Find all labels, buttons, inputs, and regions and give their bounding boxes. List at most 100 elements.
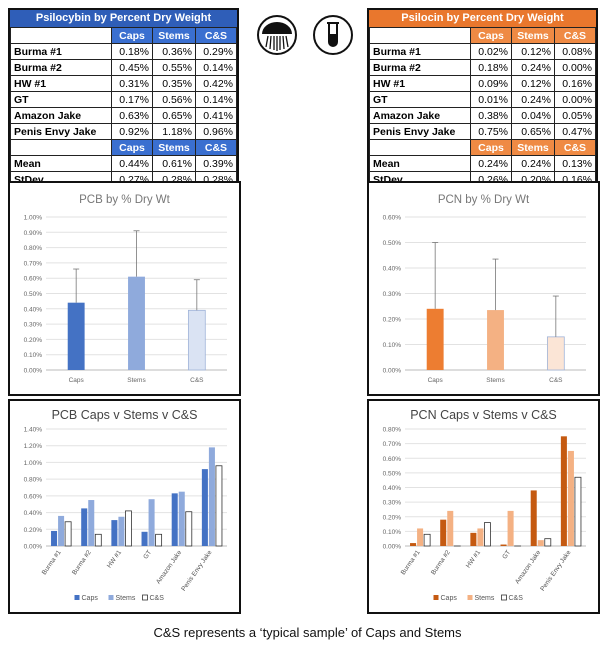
y-tick-label: 0.40% [383, 266, 402, 273]
column-header: Caps [110, 27, 154, 44]
x-tick-label: Stems [127, 377, 146, 384]
x-tick-label: GT [501, 549, 512, 560]
column-header: C&S [194, 139, 238, 156]
legend-label: Caps [82, 595, 99, 602]
test-tube-logo-icon [313, 15, 353, 55]
table-cell: 0.31% [110, 75, 154, 92]
table-cell: 0.17% [110, 91, 154, 108]
y-tick-label: 0.50% [24, 291, 43, 298]
row-label: Burma #2 [369, 59, 471, 76]
chart-title: PCN by % Dry Wt [438, 194, 530, 206]
y-tick-label: 1.00% [24, 460, 43, 467]
table-row: GT 0.17% 0.56% 0.14% [10, 91, 238, 108]
y-tick-label: 1.40% [24, 427, 43, 434]
bar [125, 510, 132, 547]
table-row: Burma #1 0.18% 0.36% 0.29% [10, 43, 238, 60]
bar [500, 544, 507, 546]
table-row: HW #1 0.09% 0.12% 0.16% [369, 75, 597, 92]
table-cell: 0.00% [553, 59, 597, 76]
row-label: HW #1 [10, 75, 112, 92]
table-cell: 0.16% [553, 75, 597, 92]
column-header: Caps [469, 27, 513, 44]
table-row: Amazon Jake 0.63% 0.65% 0.41% [10, 107, 238, 124]
table-cell: 0.55% [152, 59, 196, 76]
legend-swatch [142, 594, 148, 601]
bar [118, 516, 125, 546]
row-label: Penis Envy Jake [10, 123, 112, 140]
table-cell: 0.24% [511, 59, 555, 76]
bar [417, 528, 424, 546]
y-tick-label: 0.30% [383, 291, 402, 298]
y-tick-label: 0.00% [24, 544, 43, 551]
y-tick-label: 0.70% [383, 441, 402, 448]
table-cell: 1.18% [152, 123, 196, 140]
bar [537, 540, 544, 546]
bar [530, 490, 537, 546]
y-tick-label: 0.20% [383, 514, 402, 521]
table-cell: 0.65% [152, 107, 196, 124]
table-header-row: Caps Stems C&S [369, 27, 597, 44]
legend-label: C&S [150, 595, 165, 602]
legend-swatch [74, 595, 80, 600]
y-tick-label: 0.60% [383, 456, 402, 463]
y-tick-label: 1.00% [24, 215, 43, 222]
bar [546, 336, 565, 371]
y-tick-label: 0.80% [24, 477, 43, 484]
bar [94, 533, 102, 547]
y-tick-label: 0.50% [383, 240, 402, 247]
table-header-row: Caps Stems C&S [10, 27, 238, 44]
y-tick-label: 0.80% [24, 245, 43, 252]
table-cell: 0.35% [152, 75, 196, 92]
table-cell: 0.08% [553, 43, 597, 60]
table-row: Penis Envy Jake 0.92% 1.18% 0.96% [10, 123, 238, 140]
row-label: Burma #2 [10, 59, 112, 76]
row-label: Mean [369, 155, 471, 172]
column-header: C&S [553, 27, 597, 44]
table-cell: 0.65% [511, 123, 555, 140]
x-tick-label: C&S [549, 377, 563, 384]
bar [187, 309, 206, 371]
y-tick-label: 0.80% [383, 427, 402, 434]
bar [470, 532, 477, 546]
column-header: Caps [110, 139, 154, 156]
table-row: Amazon Jake 0.38% 0.04% 0.05% [369, 107, 597, 124]
pcb-mean-chart: PCB by % Dry Wt 0.00% 0.10% 0.20% 0.30% 0.40%… [8, 181, 241, 396]
table-cell: 0.12% [511, 43, 555, 60]
y-tick-label: 0.50% [383, 470, 402, 477]
row-label: Penis Envy Jake [369, 123, 471, 140]
table-cell: 0.04% [511, 107, 555, 124]
y-tick-label: 0.40% [24, 306, 43, 313]
y-tick-label: 0.00% [24, 368, 43, 375]
legend-label: Caps [441, 595, 458, 602]
bar [423, 533, 431, 547]
y-tick-label: 0.70% [24, 260, 43, 267]
y-tick-label: 0.60% [24, 493, 43, 500]
bar [574, 476, 582, 547]
y-tick-label: 0.90% [24, 230, 43, 237]
row-label: HW #1 [369, 75, 471, 92]
bar [111, 520, 118, 546]
psilocybin-table-panel: Psilocybin by Percent Dry Weight Caps Ste… [8, 8, 239, 190]
table-cell: 0.75% [469, 123, 513, 140]
y-tick-label: 0.40% [24, 510, 43, 517]
header-blank-cell [10, 27, 112, 44]
bar [88, 500, 95, 546]
table-cell: 0.39% [194, 155, 238, 172]
y-tick-label: 0.30% [383, 500, 402, 507]
table-row: Mean 0.44% 0.61% 0.39% [10, 155, 238, 172]
row-label: Amazon Jake [10, 107, 112, 124]
table-cell: 0.63% [110, 107, 154, 124]
chart-title: PCB Caps v Stems v C&S [52, 408, 198, 422]
x-tick-label: Burma #1 [41, 549, 63, 576]
table-row: GT 0.01% 0.24% 0.00% [369, 91, 597, 108]
table-cell: 0.01% [469, 91, 513, 108]
y-tick-label: 0.60% [24, 276, 43, 283]
bar [67, 302, 85, 370]
x-tick-label: Burma #2 [71, 549, 93, 576]
header-blank-cell [10, 139, 112, 156]
bar [201, 469, 208, 546]
table-cell: 0.42% [194, 75, 238, 92]
psilocybin-table: Caps Stems C&S Burma #1 0.18% 0.36% 0.29% Burma… [10, 27, 238, 188]
table-cell: 0.18% [469, 59, 513, 76]
bar [128, 276, 145, 370]
